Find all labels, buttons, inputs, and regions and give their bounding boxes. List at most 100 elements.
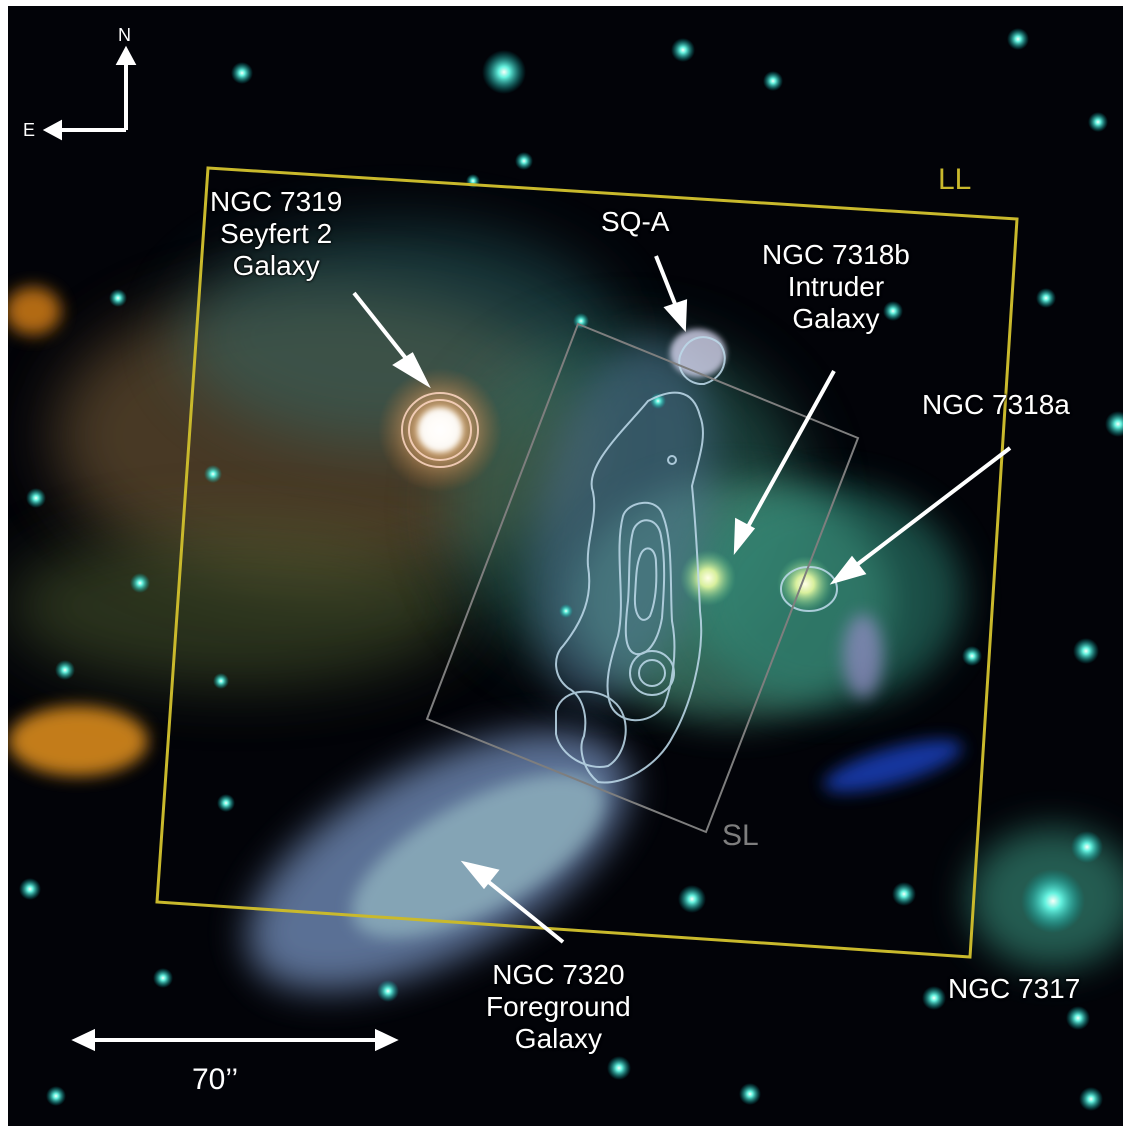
sq-a-arrowhead xyxy=(663,299,688,333)
contour-peak-north xyxy=(633,547,658,621)
eastern-tidal-tail xyxy=(8,526,468,686)
ll-aperture-box xyxy=(155,166,1019,959)
star xyxy=(26,488,46,508)
annotation-arrows xyxy=(42,45,1012,1052)
star xyxy=(204,465,222,483)
star xyxy=(559,604,573,618)
star xyxy=(46,1086,66,1106)
north-label: N xyxy=(118,25,131,45)
star xyxy=(1073,638,1099,664)
ngc-7319-label: NGC 7319 Seyfert 2 Galaxy xyxy=(210,186,342,282)
ngc-7320-label: NGC 7320 Foreground Galaxy xyxy=(486,959,631,1055)
ll-aperture-label: LL xyxy=(938,163,972,196)
scale-bar-right-arrowhead xyxy=(375,1028,399,1052)
astronomical-image-frame: N E LL SL NGC 7319 Seyfert 2 Galaxy SQ-A… xyxy=(8,6,1123,1126)
star xyxy=(671,38,695,62)
ngc-7319-arrow-shaft xyxy=(352,291,414,368)
star xyxy=(763,71,783,91)
star xyxy=(739,1083,761,1105)
galaxy-scene xyxy=(8,6,1123,1126)
ngc-7319-label-line-1: NGC 7319 xyxy=(210,186,343,217)
north-arrowhead xyxy=(115,45,137,65)
sq-a-label: SQ-A xyxy=(601,206,669,238)
star xyxy=(515,152,533,170)
star xyxy=(19,878,41,900)
ngc-7318b-label-line-2: Intruder xyxy=(787,271,885,302)
ngc-7318b-label: NGC 7318b Intruder Galaxy xyxy=(762,239,910,335)
star xyxy=(1079,1087,1103,1111)
ngc-7318a-label: NGC 7318a xyxy=(922,389,1070,421)
ngc-7319-contour-outer xyxy=(401,392,479,468)
ngc-7318b-core xyxy=(680,550,736,606)
sq-a-knot xyxy=(670,329,726,377)
star xyxy=(109,289,127,307)
ngc-7318b-arrow-shaft xyxy=(743,370,836,533)
star xyxy=(213,673,229,689)
ngc-7320-label-line-2: Foreground xyxy=(486,991,631,1022)
scale-bar-left-arrowhead xyxy=(71,1028,95,1052)
star xyxy=(892,882,916,906)
ngc-7319-label-line-3: Galaxy xyxy=(232,250,320,281)
contour-inner-north xyxy=(624,519,666,656)
ngc-7320-label-line-1: NGC 7320 xyxy=(492,959,625,990)
contour-southern-lobe xyxy=(555,690,627,768)
contour-small-knot xyxy=(667,455,677,465)
contour-middle xyxy=(606,501,676,722)
ngc-7319-nucleus xyxy=(418,408,462,452)
ngc-7318b-label-line-3: Galaxy xyxy=(792,303,880,334)
sq-a-contour xyxy=(678,336,726,386)
blue-star-forming-knots xyxy=(823,739,963,793)
ngc-7318a-core xyxy=(777,556,833,612)
ngc-7320-label-line-3: Galaxy xyxy=(514,1023,602,1054)
contour-overlay xyxy=(401,336,838,784)
orange-edge-source xyxy=(8,287,61,335)
orange-background-galaxy xyxy=(8,706,148,776)
star xyxy=(1066,1006,1090,1030)
star xyxy=(1088,112,1108,132)
purple-emission-knots xyxy=(843,614,883,698)
star xyxy=(922,986,946,1010)
ngc-7318b-arrowhead xyxy=(733,517,756,555)
ngc-7318a-arrow-shaft xyxy=(848,446,1012,572)
contour-peak-south-inner xyxy=(638,659,666,687)
east-label: E xyxy=(23,120,36,140)
sl-aperture-label: SL xyxy=(722,819,759,852)
star xyxy=(482,50,526,94)
ngc-7317-core xyxy=(1021,869,1085,933)
ngc-7317-label-line-1: NGC 7317 xyxy=(948,973,1081,1004)
diffuse-galaxy-light xyxy=(8,226,1123,991)
sl-aperture-box xyxy=(425,322,860,834)
star xyxy=(1007,28,1029,50)
ngc-7320-arrowhead xyxy=(460,860,500,890)
contour-peak-south-outer xyxy=(629,650,675,696)
ngc-7319-arrowhead xyxy=(392,352,431,389)
star xyxy=(130,573,150,593)
ngc-7318b-label-line-1: NGC 7318b xyxy=(762,239,910,270)
ngc-7317-label: NGC 7317 xyxy=(948,973,1080,1005)
ngc-7320-arrow-shaft xyxy=(478,873,565,944)
galaxy-cores xyxy=(378,329,833,612)
sq-a-label-line-1: SQ-A xyxy=(601,206,670,237)
sq-a-arrow-shaft xyxy=(654,255,679,310)
star xyxy=(55,660,75,680)
shock-front-glow xyxy=(531,339,715,703)
contour-outer xyxy=(555,391,704,784)
star xyxy=(678,885,706,913)
star xyxy=(1036,288,1056,308)
star xyxy=(1105,411,1123,437)
scale-bar-label: 70’’ xyxy=(192,1063,239,1096)
ngc-7319-contour-inner xyxy=(408,399,472,461)
background-stars xyxy=(19,28,1123,1111)
ngc-7318a-arrowhead xyxy=(829,555,867,585)
star xyxy=(962,646,982,666)
star xyxy=(883,301,903,321)
ngc-7319-label-line-2: Seyfert 2 xyxy=(220,218,333,249)
ngc-7318a-label-line-1: NGC 7318a xyxy=(922,389,1070,420)
ngc-7320-bright-region xyxy=(351,774,605,938)
star xyxy=(231,62,253,84)
east-arrowhead xyxy=(42,119,62,141)
star xyxy=(377,980,399,1002)
star xyxy=(1071,831,1103,863)
star xyxy=(607,1056,631,1080)
star xyxy=(153,968,173,988)
